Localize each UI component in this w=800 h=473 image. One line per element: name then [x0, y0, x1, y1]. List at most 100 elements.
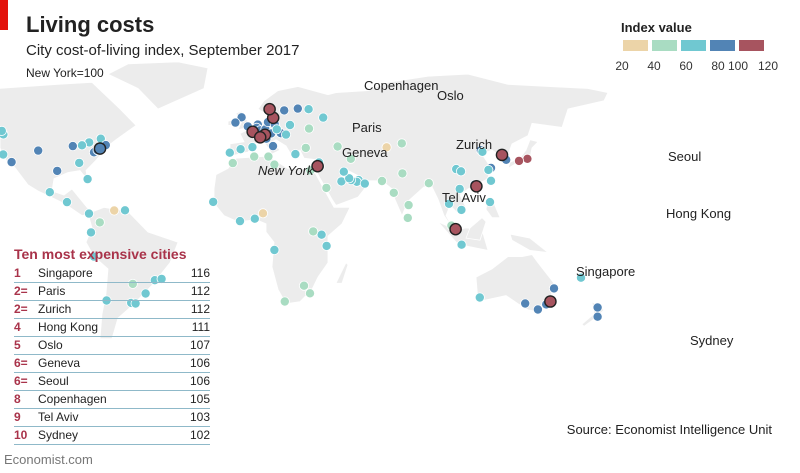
city-dot	[234, 216, 245, 227]
ranking-value: 106	[189, 374, 210, 388]
city-dot	[224, 147, 235, 158]
city-dot	[292, 103, 303, 114]
city-dot	[94, 217, 105, 228]
ranking-value: 105	[189, 392, 210, 406]
city-label: Zurich	[456, 137, 493, 152]
legend-tick-label: 80	[711, 59, 725, 73]
chart-note: New York=100	[26, 66, 104, 80]
city-label: Tel Aviv	[442, 190, 486, 205]
legend-swatch	[623, 40, 648, 51]
land-new-guinea	[509, 233, 550, 254]
city-dot	[284, 120, 295, 131]
land-japan	[507, 139, 539, 170]
ranking-city: Tel Aviv	[38, 410, 79, 424]
legend-title: Index value	[621, 20, 692, 35]
ranking-rank: 10	[14, 428, 28, 442]
ranking-value: 106	[189, 356, 210, 370]
ranking-value: 111	[191, 320, 210, 334]
ranking-city: Copenhagen	[38, 392, 107, 406]
ranking-city: Seoul	[38, 374, 69, 388]
legend-tick-label: 100	[727, 59, 749, 73]
city-dot	[52, 165, 63, 176]
city-dot	[338, 166, 349, 177]
legend-tick-label: 120	[757, 59, 779, 73]
ranking-rank: 8	[14, 392, 21, 406]
ranking-value: 102	[189, 428, 210, 442]
legend-swatch	[681, 40, 706, 51]
city-dot	[235, 144, 246, 155]
ranking-rank: 1	[14, 266, 21, 280]
legend-tick-label: 40	[647, 59, 661, 73]
city-dot	[140, 288, 151, 299]
city-dot	[396, 138, 407, 149]
ranking-rank: 6=	[14, 356, 28, 370]
city-label: Seoul	[668, 149, 702, 164]
city-dot	[249, 151, 260, 162]
ranking-value: 116	[190, 266, 210, 280]
city-dot	[477, 146, 488, 157]
city-dot	[44, 187, 55, 198]
city-dot	[345, 153, 356, 164]
footer-credit: Economist.com	[4, 452, 93, 467]
city-dot	[267, 141, 278, 152]
city-dot	[532, 304, 543, 315]
city-dot	[592, 311, 603, 322]
legend-swatch	[710, 40, 735, 51]
city-dot	[298, 280, 309, 291]
ranking-city: Hong Kong	[38, 320, 99, 334]
chart-title: Living costs	[26, 12, 155, 37]
city-highlight	[449, 222, 462, 236]
city-dot	[120, 205, 131, 216]
city-dot	[484, 197, 495, 208]
ranking-city: Zurich	[38, 302, 72, 316]
city-dot	[0, 125, 7, 136]
city-dot	[483, 164, 494, 175]
chart-subtitle: City cost-of-living index, September 201…	[26, 42, 300, 59]
city-dot	[388, 187, 399, 198]
city-label: New York	[258, 163, 314, 178]
city-dot	[33, 145, 44, 156]
land-greenland	[107, 61, 209, 110]
city-dot	[304, 288, 315, 299]
city-highlight	[544, 295, 557, 308]
ranking-rank: 9	[14, 410, 21, 424]
city-dot	[456, 204, 467, 215]
ranking-rank: 2=	[14, 284, 28, 298]
city-dot	[397, 168, 408, 179]
city-dot	[249, 213, 260, 224]
city-dot	[318, 112, 329, 123]
city-dot	[474, 292, 485, 303]
city-dot	[82, 174, 93, 185]
city-dot	[456, 239, 467, 250]
city-dot	[77, 140, 88, 151]
legend-swatch	[739, 40, 764, 51]
legend-tick-label: 60	[679, 59, 693, 73]
source-note: Source: Economist Intelligence Unit	[566, 422, 772, 437]
ranking-value: 103	[189, 410, 210, 424]
city-dot	[321, 182, 332, 193]
ranking-row: 1 Singapore 116	[14, 265, 210, 283]
city-highlight	[253, 130, 267, 144]
city-dot	[127, 278, 138, 289]
ranking-city: Oslo	[38, 338, 63, 352]
city-dot	[290, 149, 301, 160]
city-highlight	[495, 148, 509, 162]
city-dot	[455, 166, 466, 177]
city-dot	[74, 157, 85, 168]
city-dot	[227, 158, 238, 169]
city-dot	[208, 196, 219, 207]
ranking-row: 2= Paris 112	[14, 283, 210, 301]
city-dot	[592, 302, 603, 313]
city-dot	[263, 151, 274, 162]
city-dot	[279, 105, 290, 116]
city-dot	[271, 124, 282, 135]
ranking-rank: 2=	[14, 302, 28, 316]
ranking-city: Sydney	[38, 428, 79, 442]
ranking-value: 112	[190, 302, 210, 316]
city-dot	[308, 226, 319, 237]
city-dot	[303, 104, 314, 115]
ranking-row: 2= Zurich 112	[14, 301, 210, 319]
city-dot	[300, 142, 311, 153]
highlight-dots	[93, 102, 557, 308]
